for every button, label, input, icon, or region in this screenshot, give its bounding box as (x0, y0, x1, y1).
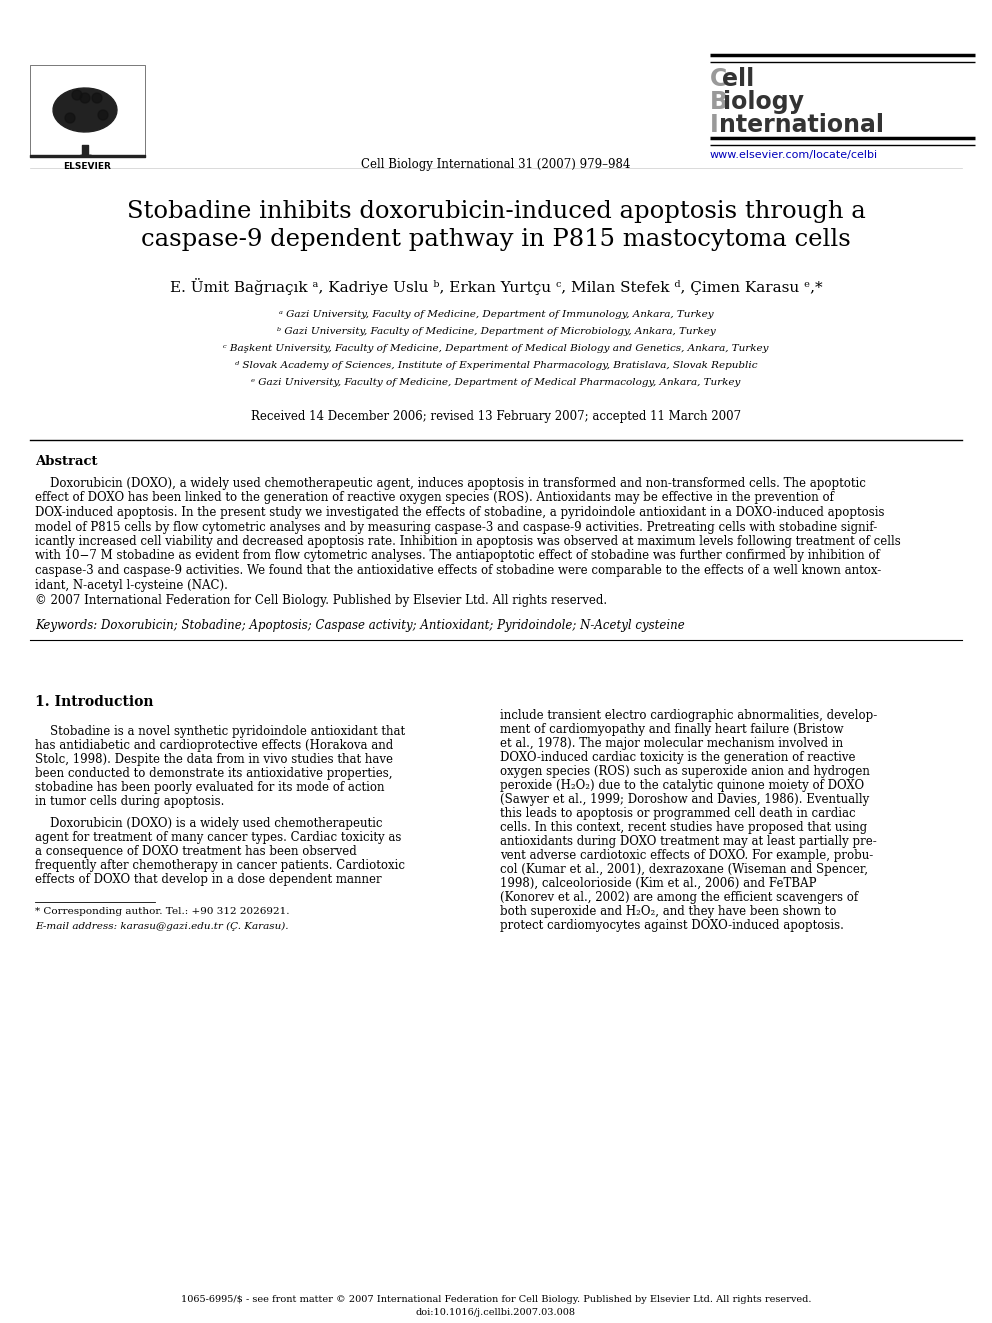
Text: frequently after chemotherapy in cancer patients. Cardiotoxic: frequently after chemotherapy in cancer … (35, 859, 405, 872)
Text: DOXO-induced cardiac toxicity is the generation of reactive: DOXO-induced cardiac toxicity is the gen… (500, 750, 855, 763)
Text: stobadine has been poorly evaluated for its mode of action: stobadine has been poorly evaluated for … (35, 781, 385, 794)
Text: 1998), calceolorioside (Kim et al., 2006) and FeTBAP: 1998), calceolorioside (Kim et al., 2006… (500, 877, 816, 889)
Text: in tumor cells during apoptosis.: in tumor cells during apoptosis. (35, 795, 224, 807)
Text: 1. Introduction: 1. Introduction (35, 695, 154, 709)
Text: ᵃ Gazi University, Faculty of Medicine, Department of Immunology, Ankara, Turkey: ᵃ Gazi University, Faculty of Medicine, … (279, 310, 713, 319)
Text: been conducted to demonstrate its antioxidative properties,: been conducted to demonstrate its antiox… (35, 766, 393, 779)
Text: Doxorubicin (DOXO) is a widely used chemotherapeutic: Doxorubicin (DOXO) is a widely used chem… (35, 816, 383, 830)
Text: Stobadine is a novel synthetic pyridoindole antioxidant that: Stobadine is a novel synthetic pyridoind… (35, 725, 405, 737)
Polygon shape (92, 93, 102, 103)
Text: include transient electro cardiographic abnormalities, develop-: include transient electro cardiographic … (500, 709, 877, 721)
Text: E. Ümit Bağrıaçık ᵃ, Kadriye Uslu ᵇ, Erkan Yurtçu ᶜ, Milan Stefek ᵈ, Çimen Karas: E. Ümit Bağrıaçık ᵃ, Kadriye Uslu ᵇ, Erk… (170, 278, 822, 295)
Text: Keywords: Doxorubicin; Stobadine; Apoptosis; Caspase activity; Antioxidant; Pyri: Keywords: Doxorubicin; Stobadine; Apopto… (35, 619, 684, 632)
Text: Stolc, 1998). Despite the data from in vivo studies that have: Stolc, 1998). Despite the data from in v… (35, 753, 393, 766)
Text: cells. In this context, recent studies have proposed that using: cells. In this context, recent studies h… (500, 820, 867, 833)
Text: oxygen species (ROS) such as superoxide anion and hydrogen: oxygen species (ROS) such as superoxide … (500, 765, 870, 778)
Text: ᵇ Gazi University, Faculty of Medicine, Department of Microbiology, Ankara, Turk: ᵇ Gazi University, Faculty of Medicine, … (277, 327, 715, 336)
Text: caspase-9 dependent pathway in P815 mastocytoma cells: caspase-9 dependent pathway in P815 mast… (141, 228, 851, 251)
Text: has antidiabetic and cardioprotective effects (Horakova and: has antidiabetic and cardioprotective ef… (35, 738, 393, 751)
Text: doi:10.1016/j.cellbi.2007.03.008: doi:10.1016/j.cellbi.2007.03.008 (416, 1308, 576, 1316)
Text: effects of DOXO that develop in a dose dependent manner: effects of DOXO that develop in a dose d… (35, 872, 382, 885)
Text: effect of DOXO has been linked to the generation of reactive oxygen species (ROS: effect of DOXO has been linked to the ge… (35, 492, 834, 504)
Text: (Sawyer et al., 1999; Doroshow and Davies, 1986). Eventually: (Sawyer et al., 1999; Doroshow and Davie… (500, 792, 869, 806)
Text: ELSEVIER: ELSEVIER (63, 161, 111, 171)
Text: ᵉ Gazi University, Faculty of Medicine, Department of Medical Pharmacology, Anka: ᵉ Gazi University, Faculty of Medicine, … (251, 378, 741, 388)
Text: protect cardiomyocytes against DOXO-induced apoptosis.: protect cardiomyocytes against DOXO-indu… (500, 918, 844, 931)
Text: C: C (710, 67, 727, 91)
Text: icantly increased cell viability and decreased apoptosis rate. Inhibition in apo: icantly increased cell viability and dec… (35, 534, 901, 548)
Text: with 10−7 M stobadine as evident from flow cytometric analyses. The antiapoptoti: with 10−7 M stobadine as evident from fl… (35, 549, 880, 562)
Text: nternational: nternational (719, 112, 884, 138)
Text: (Konorev et al., 2002) are among the efficient scavengers of: (Konorev et al., 2002) are among the eff… (500, 890, 858, 904)
Text: idant, N-acetyl l-cysteine (NAC).: idant, N-acetyl l-cysteine (NAC). (35, 578, 228, 591)
Text: iology: iology (723, 90, 804, 114)
Polygon shape (54, 89, 117, 132)
Text: this leads to apoptosis or programmed cell death in cardiac: this leads to apoptosis or programmed ce… (500, 807, 856, 819)
Text: www.elsevier.com/locate/celbi: www.elsevier.com/locate/celbi (710, 149, 878, 160)
Text: et al., 1978). The major molecular mechanism involved in: et al., 1978). The major molecular mecha… (500, 737, 843, 750)
Text: peroxide (H₂O₂) due to the catalytic quinone moiety of DOXO: peroxide (H₂O₂) due to the catalytic qui… (500, 778, 864, 791)
Text: B: B (710, 90, 728, 114)
Bar (30, 65, 145, 155)
Text: Cell Biology International 31 (2007) 979–984: Cell Biology International 31 (2007) 979… (361, 157, 631, 171)
Text: col (Kumar et al., 2001), dexrazoxane (Wiseman and Spencer,: col (Kumar et al., 2001), dexrazoxane (W… (500, 863, 868, 876)
Text: Received 14 December 2006; revised 13 February 2007; accepted 11 March 2007: Received 14 December 2006; revised 13 Fe… (251, 410, 741, 423)
Text: © 2007 International Federation for Cell Biology. Published by Elsevier Ltd. All: © 2007 International Federation for Cell… (35, 594, 607, 607)
Polygon shape (72, 90, 82, 101)
Text: Stobadine inhibits doxorubicin-induced apoptosis through a: Stobadine inhibits doxorubicin-induced a… (127, 200, 865, 224)
Polygon shape (65, 112, 75, 123)
Text: * Corresponding author. Tel.: +90 312 2026921.: * Corresponding author. Tel.: +90 312 20… (35, 908, 290, 917)
Text: both superoxide and H₂O₂, and they have been shown to: both superoxide and H₂O₂, and they have … (500, 905, 836, 917)
Text: ᶜ Başkent University, Faculty of Medicine, Department of Medical Biology and Gen: ᶜ Başkent University, Faculty of Medicin… (223, 344, 769, 353)
Polygon shape (98, 110, 108, 120)
Text: agent for treatment of many cancer types. Cardiac toxicity as: agent for treatment of many cancer types… (35, 831, 402, 844)
Text: DOX-induced apoptosis. In the present study we investigated the effects of stoba: DOX-induced apoptosis. In the present st… (35, 505, 885, 519)
Text: E-mail address: karasu@gazi.edu.tr (Ç. Karasu).: E-mail address: karasu@gazi.edu.tr (Ç. K… (35, 922, 289, 930)
Text: antioxidants during DOXO treatment may at least partially pre-: antioxidants during DOXO treatment may a… (500, 835, 877, 848)
Text: vent adverse cardiotoxic effects of DOXO. For example, probu-: vent adverse cardiotoxic effects of DOXO… (500, 848, 873, 861)
Text: ᵈ Slovak Academy of Sciences, Institute of Experimental Pharmacology, Bratislava: ᵈ Slovak Academy of Sciences, Institute … (235, 361, 757, 370)
Text: I: I (710, 112, 719, 138)
Polygon shape (80, 93, 90, 103)
Text: Abstract: Abstract (35, 455, 97, 468)
Text: 1065-6995/$ - see front matter © 2007 International Federation for Cell Biology.: 1065-6995/$ - see front matter © 2007 In… (181, 1295, 811, 1304)
Text: a consequence of DOXO treatment has been observed: a consequence of DOXO treatment has been… (35, 844, 357, 857)
Text: caspase-3 and caspase-9 activities. We found that the antioxidative effects of s: caspase-3 and caspase-9 activities. We f… (35, 564, 881, 577)
Text: ell: ell (722, 67, 754, 91)
Text: model of P815 cells by flow cytometric analyses and by measuring caspase-3 and c: model of P815 cells by flow cytometric a… (35, 520, 877, 533)
Text: Doxorubicin (DOXO), a widely used chemotherapeutic agent, induces apoptosis in t: Doxorubicin (DOXO), a widely used chemot… (35, 478, 866, 490)
Text: ment of cardiomyopathy and finally heart failure (Bristow: ment of cardiomyopathy and finally heart… (500, 722, 843, 736)
